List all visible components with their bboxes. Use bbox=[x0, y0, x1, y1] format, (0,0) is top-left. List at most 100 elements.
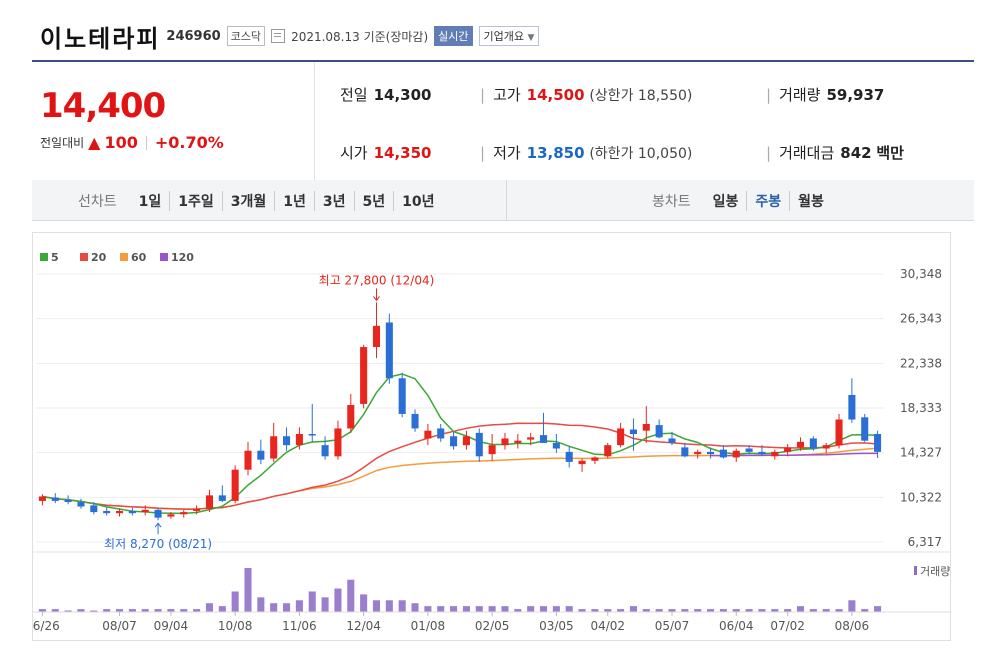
max-arrowhead bbox=[373, 296, 380, 302]
candle-body bbox=[270, 436, 278, 459]
candle-body bbox=[450, 436, 458, 447]
candle-body bbox=[257, 450, 265, 460]
volume-bar bbox=[835, 609, 843, 612]
volume-bar bbox=[629, 606, 637, 612]
volume-bar bbox=[655, 609, 663, 612]
x-tick-label: 06/04 bbox=[719, 619, 754, 633]
candle-period-tab-2[interactable]: 월봉 bbox=[789, 191, 832, 211]
volume-bar bbox=[578, 609, 586, 612]
legend-swatch bbox=[160, 253, 168, 261]
volume-legend-swatch bbox=[914, 566, 917, 575]
volume-bar bbox=[334, 588, 342, 612]
divider bbox=[145, 135, 147, 150]
volume-bar bbox=[617, 609, 625, 612]
candle-period-tab-1[interactable]: 주봉 bbox=[746, 191, 789, 211]
line-period-tab-2[interactable]: 3개월 bbox=[221, 191, 275, 211]
legend-label: 60 bbox=[131, 251, 147, 264]
x-tick-label: 06/26 bbox=[32, 619, 60, 633]
candle-body bbox=[707, 451, 715, 455]
stock-header: 이노테라피 246960 코스닥 2021.08.13 기준(장마감) 실시간 … bbox=[40, 20, 540, 53]
candle-body bbox=[719, 449, 727, 458]
candle-body bbox=[565, 451, 573, 462]
company-overview-dropdown[interactable]: 기업개요 ▼ bbox=[478, 26, 540, 46]
candle-body bbox=[514, 440, 522, 443]
candle-body bbox=[38, 496, 46, 501]
candle-body bbox=[501, 438, 509, 446]
candle-body bbox=[488, 445, 496, 455]
x-tick-label: 02/05 bbox=[475, 619, 510, 633]
volume-bar bbox=[257, 597, 265, 612]
volume-bar bbox=[90, 610, 98, 612]
prev-label: 전일 bbox=[340, 86, 368, 104]
price-change: 전일대비 ▲ 100 +0.70% bbox=[40, 133, 224, 152]
volume-bar bbox=[784, 609, 792, 612]
candle-body bbox=[154, 509, 162, 518]
volume-bar bbox=[668, 609, 676, 612]
candle-body bbox=[861, 417, 869, 441]
candle-body bbox=[629, 429, 637, 435]
candle-body bbox=[115, 510, 124, 514]
x-tick-label: 01/08 bbox=[411, 619, 446, 633]
line-period-tab-5[interactable]: 5년 bbox=[353, 191, 394, 211]
volume-bar bbox=[231, 591, 239, 612]
up-triangle-icon: ▲ bbox=[88, 133, 101, 152]
volume-bar bbox=[694, 609, 702, 612]
line-period-tab-6[interactable]: 10년 bbox=[393, 191, 442, 211]
volume-bar bbox=[128, 609, 136, 612]
compare-label: 전일대비 bbox=[40, 136, 85, 150]
volume-bar bbox=[218, 606, 226, 612]
amount-value: 842 bbox=[840, 144, 872, 162]
volume-bar bbox=[771, 609, 779, 612]
volume-bar bbox=[488, 606, 496, 612]
candle-body bbox=[822, 445, 830, 449]
volume-bar bbox=[681, 609, 689, 612]
volume-bar bbox=[308, 591, 316, 612]
volume-bar bbox=[321, 597, 329, 612]
volume-label: 거래량 bbox=[779, 86, 821, 104]
current-price: 14,400 bbox=[40, 86, 166, 126]
candle-body bbox=[539, 435, 548, 443]
volume-bar bbox=[745, 609, 753, 612]
candle-body bbox=[64, 499, 72, 503]
high-value: 14,500 bbox=[526, 86, 585, 104]
max-annotation: 최고 27,800 (12/04) bbox=[319, 273, 435, 287]
y-tick-label: 22,338 bbox=[900, 356, 942, 370]
candle-body bbox=[308, 434, 316, 436]
candle-body bbox=[128, 510, 136, 514]
volume-bar bbox=[167, 609, 175, 612]
trade-amount: | 거래대금 842 백만 bbox=[766, 144, 904, 162]
volume-bar bbox=[270, 603, 278, 612]
candle-body bbox=[334, 428, 342, 457]
line-period-tab-1[interactable]: 1주일 bbox=[169, 191, 222, 211]
line-period-tab-0[interactable]: 1일 bbox=[138, 194, 162, 210]
volume-bar bbox=[360, 594, 368, 612]
volume-bar bbox=[115, 609, 124, 612]
volume-bar bbox=[283, 603, 291, 612]
candle-period-tab-0[interactable]: 일봉 bbox=[712, 194, 739, 210]
y-tick-label: 30,348 bbox=[900, 267, 942, 281]
line-period-tab-4[interactable]: 3년 bbox=[313, 191, 354, 211]
realtime-button[interactable]: 실시간 bbox=[434, 26, 473, 46]
volume-bar bbox=[424, 606, 432, 612]
volume-bar bbox=[64, 610, 72, 612]
candle-body bbox=[848, 394, 856, 420]
ma-line-60 bbox=[42, 447, 878, 510]
candle-body bbox=[475, 432, 483, 457]
line-period-tab-3[interactable]: 1년 bbox=[274, 191, 314, 211]
volume-bar bbox=[604, 609, 612, 612]
amount-unit: 백만 bbox=[876, 144, 904, 162]
candle-body bbox=[141, 509, 149, 513]
volume-bar bbox=[707, 609, 715, 612]
candle-body bbox=[360, 347, 368, 404]
volume-bar bbox=[372, 600, 381, 612]
candle-body bbox=[205, 495, 213, 509]
y-tick-label: 26,343 bbox=[900, 312, 942, 326]
candle-body bbox=[244, 450, 252, 470]
quote-panel: 14,400 전일대비 ▲ 100 +0.70% 전일 14,300 시가 14,35… bbox=[32, 60, 974, 181]
legend-label: 20 bbox=[91, 251, 107, 264]
x-tick-label: 04/02 bbox=[590, 619, 625, 633]
volume-bar bbox=[77, 609, 85, 612]
candle-body bbox=[347, 405, 355, 429]
x-tick-label: 12/04 bbox=[346, 619, 381, 633]
legend-label: 5 bbox=[51, 251, 59, 264]
